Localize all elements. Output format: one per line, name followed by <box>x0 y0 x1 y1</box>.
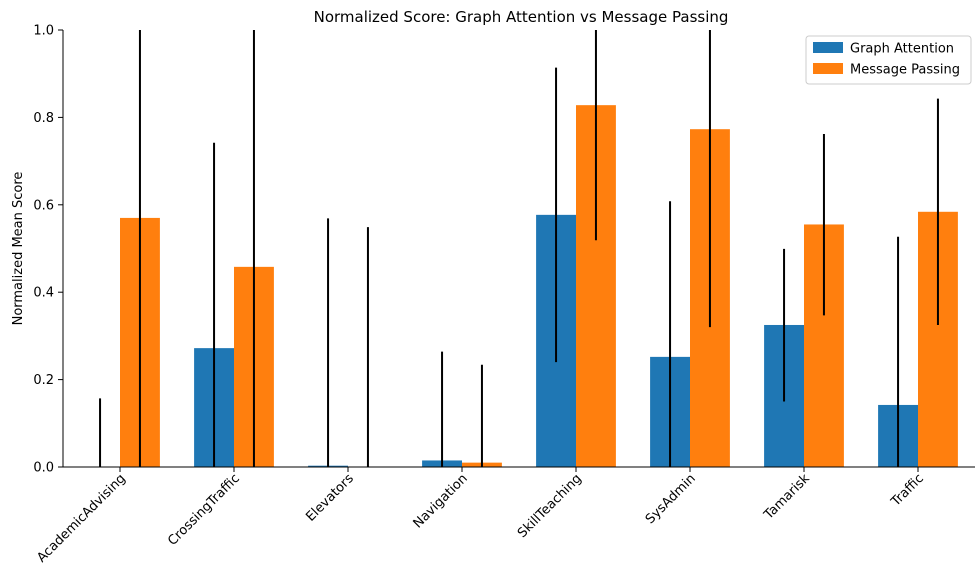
legend-box <box>805 35 972 85</box>
y-tick-label: 0.4 <box>33 286 54 301</box>
y-tick-label: 0.6 <box>33 198 54 213</box>
legend-swatch <box>813 42 843 53</box>
legend-label: Message Passing <box>850 63 960 78</box>
x-tick-label: CrossingTraffic <box>165 471 243 549</box>
x-tick-label: SysAdmin <box>643 471 699 527</box>
x-tick-label: Traffic <box>888 471 927 510</box>
y-tick-label: 0.8 <box>33 111 54 126</box>
x-tick-label: Elevators <box>303 471 357 525</box>
y-axis-label: Normalized Mean Score <box>11 172 26 326</box>
legend: Graph Attention Message Passing <box>805 35 972 85</box>
y-tick-label: 0.2 <box>33 373 54 388</box>
y-tick-label: 0.0 <box>33 461 54 476</box>
legend-swatch <box>813 63 843 74</box>
x-tick-label: SkillTeaching <box>515 471 585 541</box>
x-tick-label: Tamarisk <box>761 471 813 523</box>
chart-title: Normalized Score: Graph Attention vs Mes… <box>314 8 729 26</box>
x-tick-label: AcademicAdvising <box>34 471 128 565</box>
x-tick-label: Navigation <box>411 471 471 531</box>
legend-label: Graph Attention <box>850 42 954 57</box>
y-tick-label: 1.0 <box>33 24 54 39</box>
